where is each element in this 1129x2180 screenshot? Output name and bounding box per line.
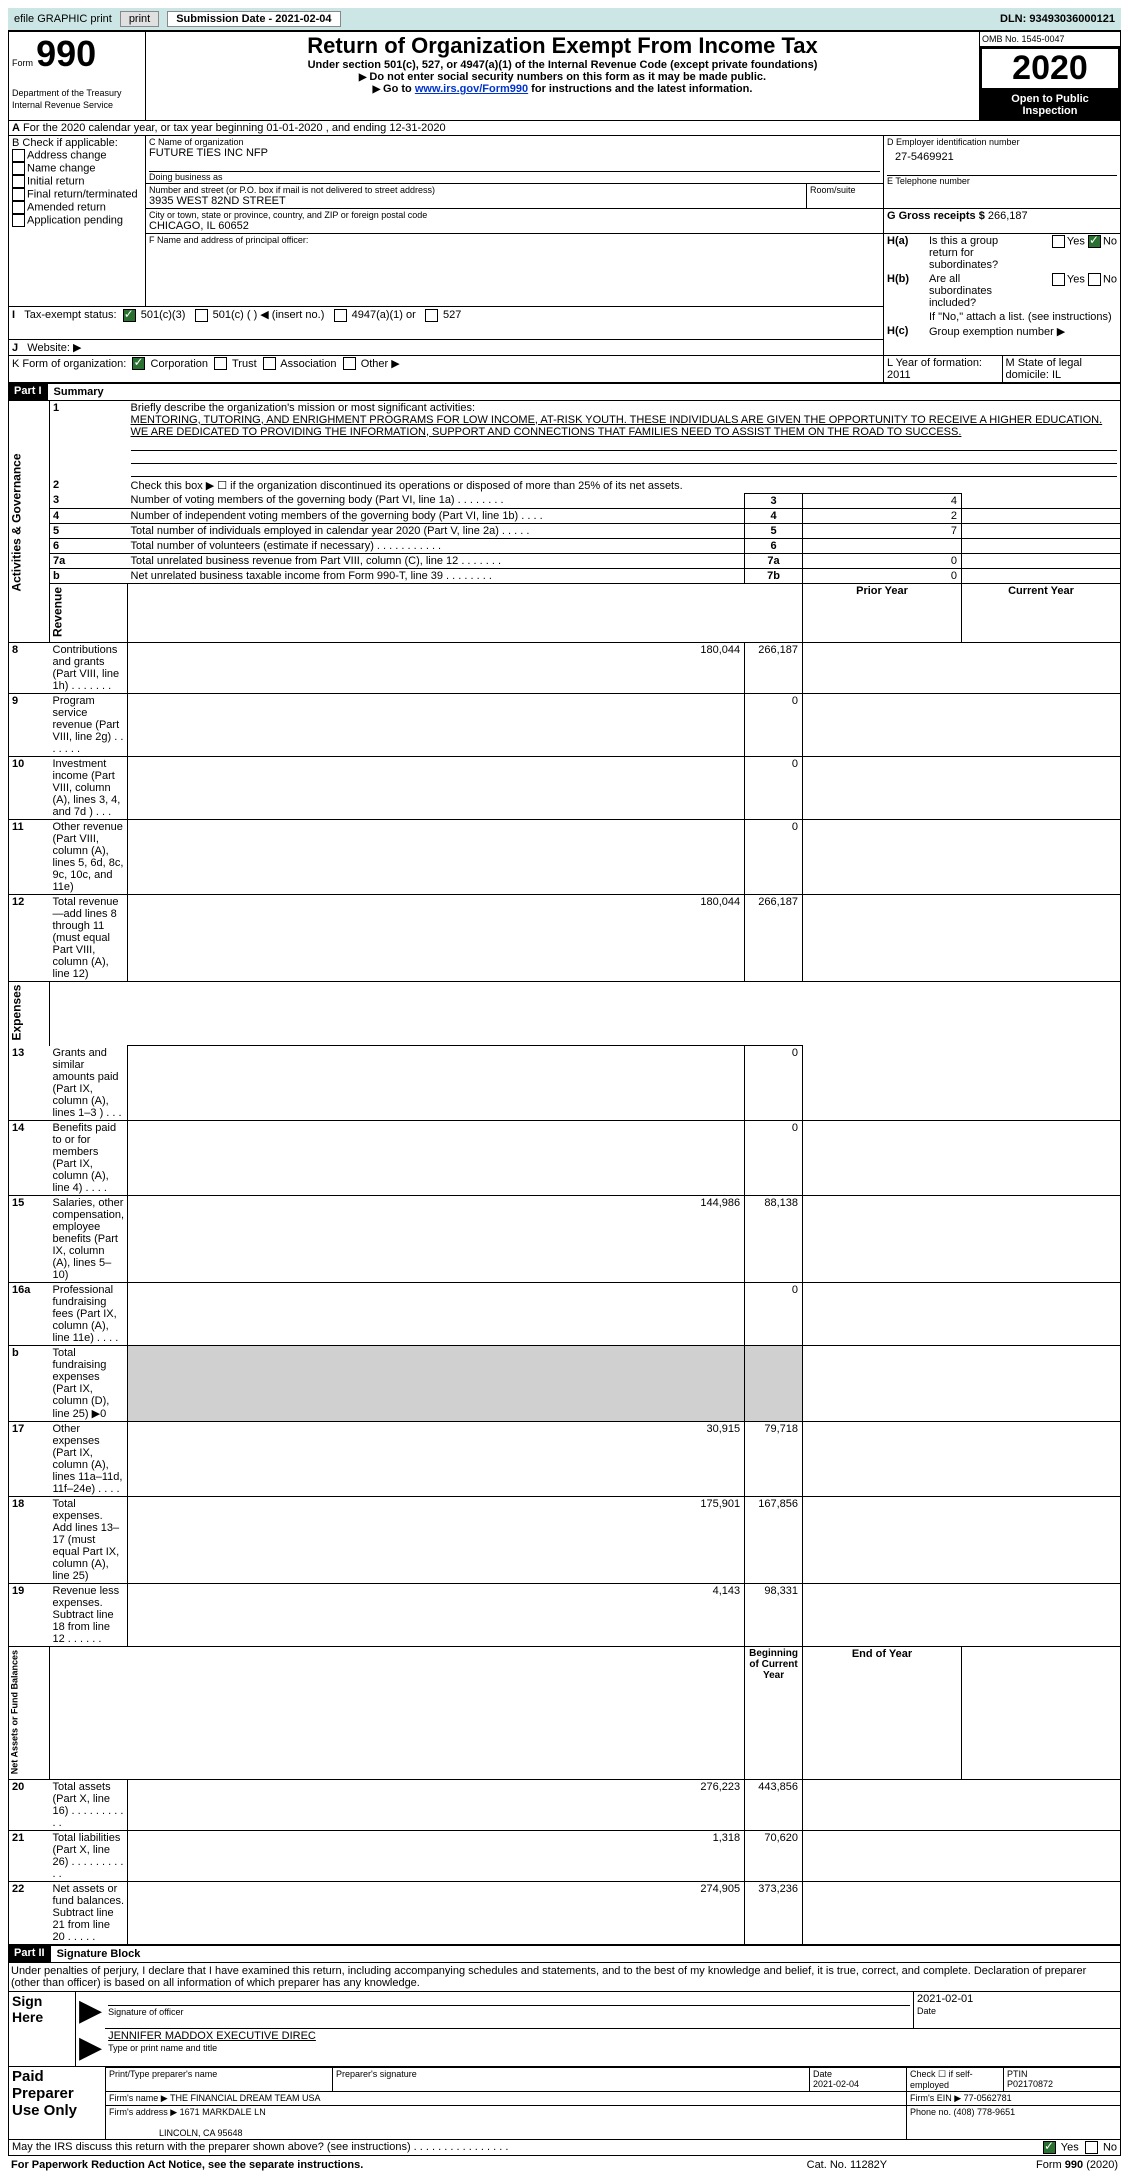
j-label: Website: ▶ [27, 342, 81, 354]
print-button[interactable]: print [120, 11, 159, 27]
subtitle1: Under section 501(c), 527, or 4947(a)(1)… [149, 59, 976, 71]
dba-label: Doing business as [149, 171, 880, 182]
declaration: Under penalties of perjury, I declare th… [8, 1963, 1121, 1992]
street-address: 3935 WEST 82ND STREET [149, 195, 803, 207]
hb-yesno: Yes No [1024, 272, 1120, 310]
header-table: Form 990 Department of the Treasury Inte… [8, 31, 1121, 121]
k-label: K Form of organization: [12, 358, 126, 370]
b-opt-1: Name change [12, 162, 142, 175]
a-line-text: For the 2020 calendar year, or tax year … [23, 122, 446, 134]
sign-table: Sign Here ▶ Signature of officer 2021-02… [8, 1992, 1121, 2067]
hb-text: Are all subordinates included? [926, 272, 1024, 310]
ha-text: Is this a group return for subordinates? [926, 234, 1024, 272]
gross-receipts: G Gross receipts $ 266,187 [884, 209, 1121, 234]
footer-center: Cat. No. 11282Y [757, 2158, 938, 2172]
city-label: City or town, state or province, country… [149, 210, 880, 220]
firm-ein: Firm's EIN ▶ 77-0562781 [907, 2091, 1121, 2105]
officer-name: JENNIFER MADDOX EXECUTIVE DIREC [108, 2030, 316, 2042]
paid-preparer: Paid Preparer Use Only [9, 2067, 106, 2139]
room-label: Room/suite [807, 184, 884, 208]
b-title: B Check if applicable: [12, 137, 142, 149]
b-opt-3: Final return/terminated [12, 188, 142, 201]
dln-label: DLN: 93493036000121 [1000, 13, 1115, 25]
preparer-table: Paid Preparer Use Only Print/Type prepar… [8, 2067, 1121, 2140]
form-number: 990 [36, 33, 96, 74]
hc-text: Group exemption number ▶ [926, 324, 1120, 339]
subtitle3: Go to www.irs.gov/Form990 for instructio… [149, 83, 976, 95]
firm-addr: Firm's address ▶ 1671 MARKDALE LN [109, 2107, 266, 2117]
irs-label: Internal Revenue Service [12, 100, 113, 110]
submission-date: Submission Date - 2021-02-04 [167, 11, 340, 27]
efile-label: efile GRAPHIC print [14, 13, 112, 25]
l-label: L Year of formation: 2011 [884, 356, 1002, 382]
prep-sig-label: Preparer's signature [333, 2067, 810, 2091]
f-label: F Name and address of principal officer: [149, 235, 880, 245]
prep-name-label: Print/Type preparer's name [106, 2067, 333, 2091]
ein: 27-5469921 [887, 147, 1117, 163]
side-net: Net Assets or Fund Balances [9, 1646, 50, 1779]
m-label: M State of legal domicile: IL [1002, 356, 1120, 382]
b-opt-2: Initial return [12, 175, 142, 188]
summary-table: Activities & Governance 1 Briefly descri… [8, 401, 1121, 1945]
e-label: E Telephone number [887, 175, 1117, 186]
hdr-curr: Current Year [962, 583, 1121, 642]
line2-text: Check this box ▶ ☐ if the organization d… [128, 478, 1121, 494]
tax-year: 2020 [980, 47, 1120, 90]
open-inspection: Open to Public Inspection [980, 90, 1120, 120]
a-label: A [12, 122, 20, 134]
hc-label: H(c) [887, 325, 908, 337]
i-label: Tax-exempt status: [24, 309, 116, 321]
side-gov: Activities & Governance [9, 401, 50, 643]
sign-date: 2021-02-01 [917, 1993, 1117, 2005]
entity-table: A For the 2020 calendar year, or tax yea… [8, 121, 1121, 383]
footer-left: For Paperwork Reduction Act Notice, see … [8, 2158, 757, 2172]
b-opt-5: Application pending [12, 214, 142, 227]
ha-label: H(a) [887, 235, 908, 247]
b-opt-4: Amended return [12, 201, 142, 214]
b-opt-0: Address change [12, 149, 142, 162]
side-exp: Expenses [9, 981, 50, 1046]
part1-bar: Part ISummary [8, 383, 1121, 401]
sign-here: Sign Here [9, 1992, 76, 2067]
sig-officer-label: Signature of officer [108, 2007, 183, 2017]
form-title: Return of Organization Exempt From Incom… [149, 33, 976, 59]
footer-right: Form 990 (2020) [937, 2158, 1121, 2172]
self-employed: Check ☐ if self-employed [907, 2067, 1004, 2091]
hb-label: H(b) [887, 273, 909, 285]
irs-link[interactable]: www.irs.gov/Form990 [415, 83, 528, 95]
firm-city: LINCOLN, CA 95648 [159, 2128, 243, 2138]
ptin-value: P02170872 [1007, 2079, 1053, 2089]
hdr-end: End of Year [803, 1646, 962, 1779]
hdr-prior: Prior Year [803, 583, 962, 642]
c-name-label: C Name of organization [149, 137, 880, 147]
may-discuss: May the IRS discuss this return with the… [9, 2140, 995, 2156]
firm-phone: Phone no. (408) 778-9651 [907, 2105, 1121, 2139]
ha-yesno: Yes No [1024, 234, 1120, 272]
addr-label: Number and street (or P.O. box if mail i… [149, 185, 803, 195]
org-name: FUTURE TIES INC NFP [149, 147, 880, 159]
prep-date: 2021-02-04 [813, 2079, 859, 2089]
firm-name: Firm's name ▶ THE FINANCIAL DREAM TEAM U… [106, 2091, 907, 2105]
city-state-zip: CHICAGO, IL 60652 [149, 220, 880, 232]
omb-label: OMB No. 1545-0047 [980, 32, 1120, 47]
mission-text: MENTORING, TUTORING, AND ENRIGHMENT PROG… [131, 414, 1103, 438]
subtitle2: Do not enter social security numbers on … [149, 71, 976, 83]
d-label: D Employer identification number [887, 137, 1117, 147]
dept-label: Department of the Treasury [12, 88, 122, 98]
part2-bar: Part IISignature Block [8, 1945, 1121, 1963]
hb-note: If "No," attach a list. (see instruction… [926, 310, 1120, 324]
form-label: Form [12, 58, 33, 68]
hdr-beg: Beginning of Current Year [745, 1646, 803, 1779]
top-bar: efile GRAPHIC print print Submission Dat… [8, 8, 1121, 31]
side-rev: Revenue [50, 583, 128, 642]
line1-label: Briefly describe the organization's miss… [131, 402, 475, 414]
